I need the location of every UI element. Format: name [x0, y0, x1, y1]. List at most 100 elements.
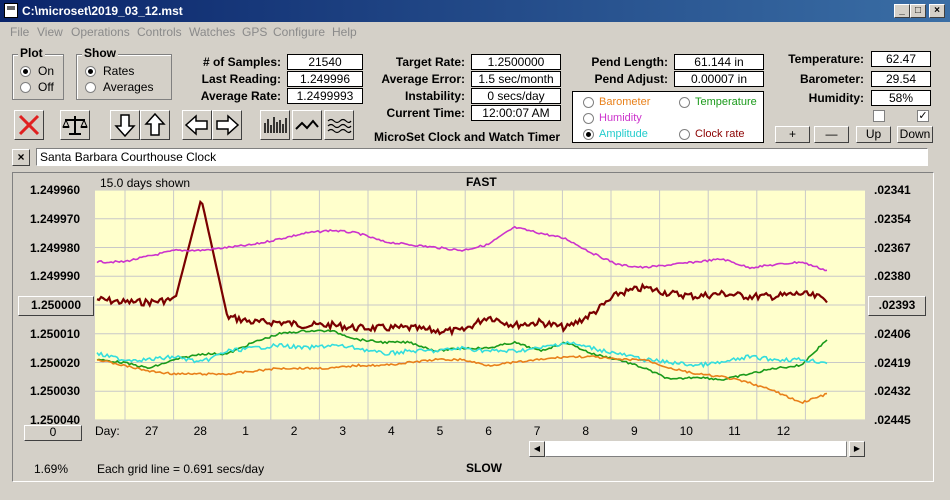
arrow-up-icon	[144, 112, 166, 136]
humidity-value: 58%	[871, 90, 931, 106]
center-value-button[interactable]: 1.250000	[18, 296, 94, 316]
wave-icon	[327, 118, 352, 134]
pend-adjust-value: 0.00007 in	[674, 71, 764, 87]
temperature-label: Temperature:	[788, 52, 864, 66]
minus-button[interactable]: —	[814, 126, 849, 143]
menu-controls[interactable]: Controls	[137, 25, 182, 39]
plot-on-label: On	[38, 64, 55, 78]
day-tick-label: 11	[728, 424, 741, 438]
show-group-label: Show	[82, 46, 118, 60]
right-tick-label: .02380	[874, 269, 911, 284]
bars-view-button[interactable]	[260, 110, 290, 140]
humidity-radio[interactable]	[583, 113, 594, 124]
right-checkbox[interactable]: ✓	[917, 110, 929, 122]
left-tick-label: 1.250010	[30, 326, 81, 341]
minimize-button[interactable]: _	[894, 4, 910, 18]
balance-button[interactable]	[60, 110, 90, 140]
day-tick-label: 8	[582, 424, 590, 438]
arrow-right-icon	[216, 114, 240, 136]
barometer-radio[interactable]	[583, 97, 594, 108]
day-tick-label: 10	[679, 424, 693, 438]
right-tick-label: .02406	[874, 326, 911, 341]
close-window-button[interactable]: ×	[929, 4, 945, 18]
x-icon	[18, 114, 40, 136]
day-tick-label: 27	[145, 424, 159, 438]
up-button[interactable]: Up	[856, 126, 891, 143]
day-tick-label: 1	[242, 424, 249, 438]
menu-file[interactable]: File	[10, 25, 30, 39]
scroll-left-button[interactable]: ◀	[529, 441, 545, 457]
target-rate-value: 1.2500000	[471, 54, 561, 70]
temperature-value: 62.47	[871, 51, 931, 67]
amplitude-radio[interactable]	[583, 129, 594, 140]
down-button[interactable]: Down	[897, 126, 933, 143]
average-error-label: Average Error:	[381, 72, 465, 86]
day-tick-label: 6	[485, 424, 492, 438]
plot-off-label: Off	[38, 80, 54, 94]
series-line-amplitude	[96, 340, 828, 369]
plot-on-radio[interactable]	[20, 66, 31, 77]
show-rates-label: Rates	[103, 64, 135, 78]
window-title: C:\microset\2019_03_12.mst	[22, 4, 183, 18]
menu-gps[interactable]: GPS	[242, 25, 268, 39]
scroll-right-button[interactable]: ▶	[849, 441, 865, 457]
right-tick-label: .02341	[874, 183, 911, 197]
menu-help[interactable]: Help	[332, 25, 357, 39]
instability-label: Instability:	[404, 89, 465, 103]
days-shown-label: 15.0 days shown	[100, 176, 191, 190]
temperature-radio[interactable]	[679, 97, 690, 108]
maximize-button[interactable]: □	[910, 4, 926, 18]
wave-view-button[interactable]	[324, 110, 354, 140]
samples-value: 21540	[287, 54, 363, 70]
line-graph-icon	[295, 119, 319, 130]
arrow-up-button[interactable]	[140, 110, 170, 140]
barometer-value: 29.54	[871, 71, 931, 87]
line-view-button[interactable]	[292, 110, 322, 140]
left-tick-label: 1.249990	[30, 269, 81, 284]
series-line-temperature	[96, 329, 828, 381]
day-tick-label: 28	[193, 424, 207, 438]
day-tick-label: 7	[533, 424, 541, 438]
pend-length-value: 61.144 in	[674, 54, 764, 70]
day-tick-label: 12	[776, 424, 791, 438]
arrow-left-button[interactable]	[182, 110, 212, 140]
right-tick-label: .02419	[874, 355, 911, 370]
menu-watches[interactable]: Watches	[189, 25, 236, 39]
arrow-down-button[interactable]	[110, 110, 140, 140]
clock-rate-radio[interactable]	[679, 129, 690, 140]
menu-operations[interactable]: Operations	[71, 25, 130, 39]
last-reading-label: Last Reading:	[201, 72, 281, 86]
grid-note-label: Each grid line = 0.691 secs/day	[97, 462, 265, 476]
plot-off-radio[interactable]	[20, 82, 31, 93]
menu-configure[interactable]: Configure	[273, 25, 326, 39]
series-line-barometer	[96, 354, 828, 405]
plus-button[interactable]: +	[775, 126, 810, 143]
left-checkbox[interactable]	[873, 110, 885, 122]
menu-bar: File View Operations Controls Watches GP…	[0, 22, 950, 42]
balance-scale-icon	[62, 116, 88, 135]
pend-length-label: Pend Length:	[591, 55, 668, 69]
show-averages-label: Averages	[103, 80, 154, 94]
right-tick-label: .02432	[874, 384, 911, 399]
right-center-value-button[interactable]: .02393	[868, 296, 926, 316]
menu-view[interactable]: View	[37, 25, 63, 39]
series-line-humidity	[96, 225, 828, 272]
day-tick-label: 3	[339, 424, 347, 438]
arrow-right-button[interactable]	[212, 110, 242, 140]
right-tick-label: .02354	[874, 211, 911, 226]
scroll-thumb[interactable]	[545, 441, 847, 457]
average-error-value: 1.5 sec/month	[471, 71, 561, 87]
zero-button[interactable]: 0	[24, 425, 82, 441]
description-field[interactable]: Santa Barbara Courthouse Clock	[36, 148, 928, 166]
clock-rate-option-label: Clock rate	[695, 128, 745, 140]
app-icon	[4, 3, 18, 18]
last-reading-value: 1.249996	[287, 71, 363, 87]
clear-button[interactable]	[14, 110, 44, 140]
left-tick-label: 1.250040	[30, 413, 81, 427]
plot-group-label: Plot	[18, 46, 45, 60]
show-averages-radio[interactable]	[85, 82, 96, 93]
horizontal-scrollbar[interactable]: ◀ ▶	[529, 441, 865, 457]
percent-label: 1.69%	[34, 462, 69, 476]
show-rates-radio[interactable]	[85, 66, 96, 77]
close-description-button[interactable]: ×	[12, 149, 30, 166]
